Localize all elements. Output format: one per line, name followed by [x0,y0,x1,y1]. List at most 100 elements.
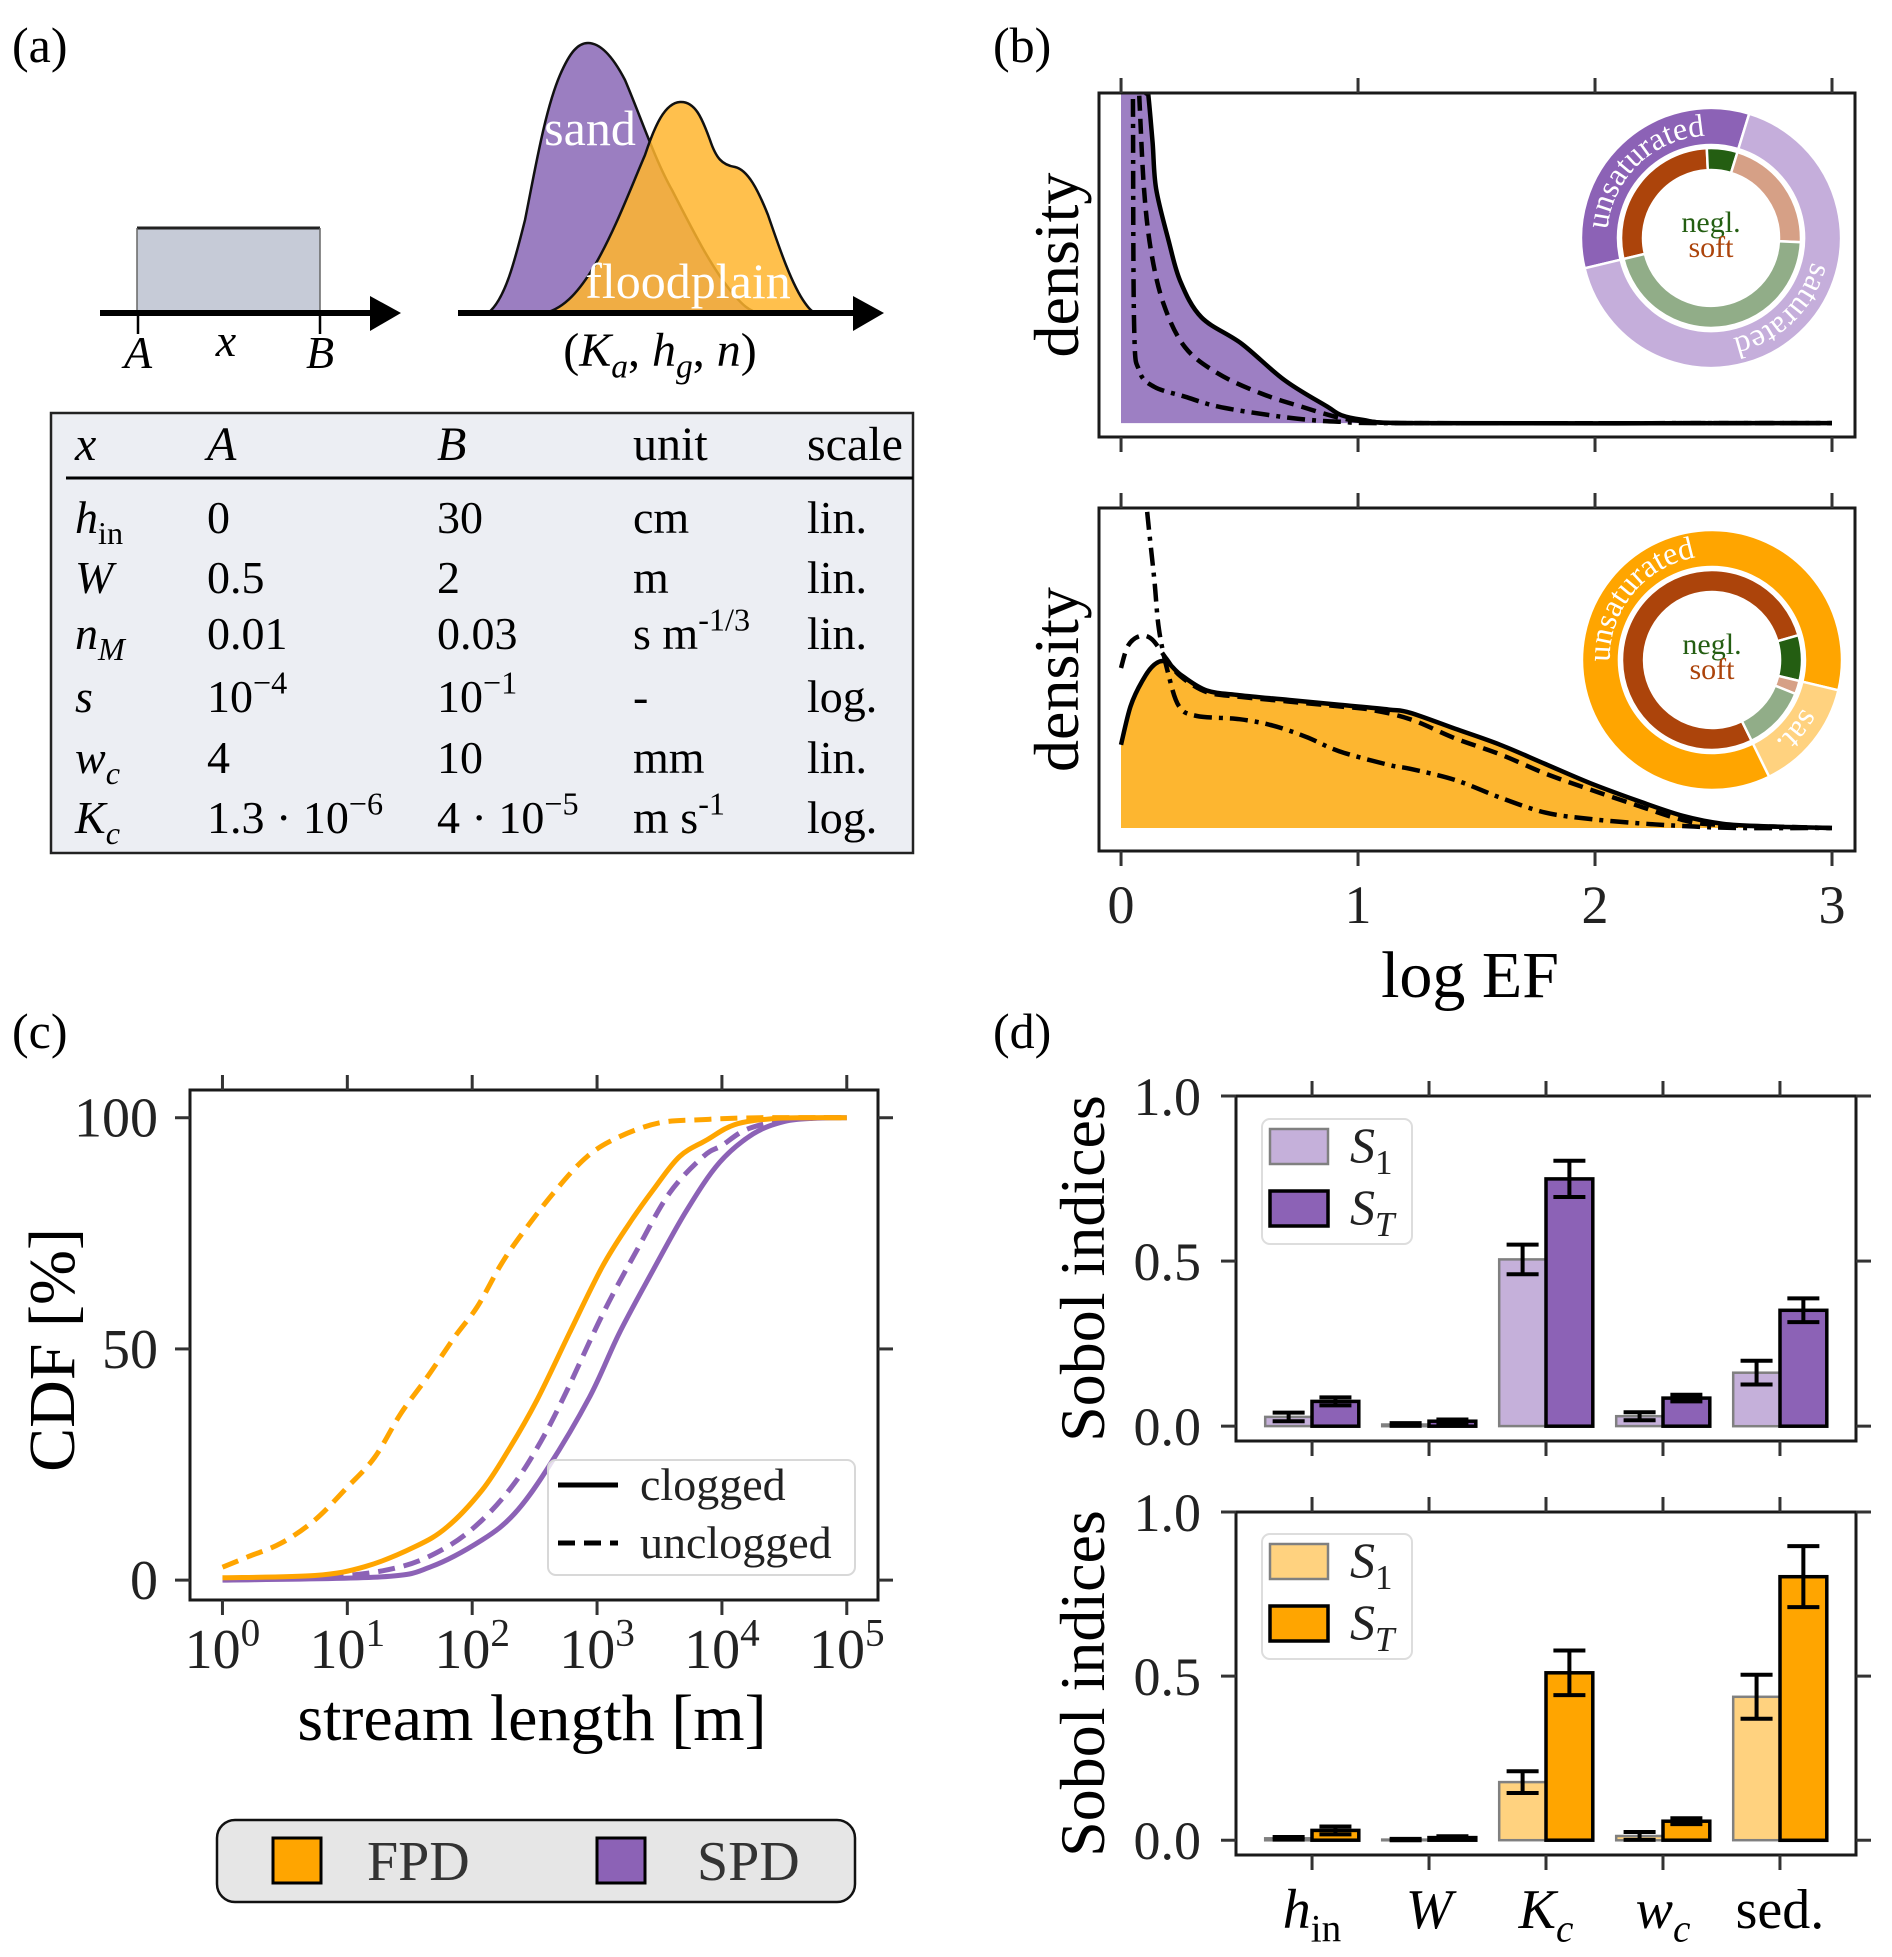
table-cell: hin [75,492,123,551]
donut-center-label: soft [1689,231,1735,264]
table-row: W 0.5 2 m lin. [75,552,867,603]
floodplain-distribution-shape [544,100,819,315]
panel-b: (b) density 0 1 2 3 density log EF unsaturate… [993,17,1857,1012]
distribution-axis-arrow-icon [853,296,884,331]
table-cell: nM [75,608,127,667]
y-tick-label: 0.5 [1134,1232,1202,1292]
figure-legend-label: FPD [367,1831,470,1893]
table-cell: lin. [807,552,867,603]
donut-inner-segment [1775,633,1804,683]
panel-label-b: (b) [993,17,1051,73]
bar-S1 [1497,1258,1548,1428]
error-bar-S1 [1272,1834,1305,1842]
x-tick-label-part: 10 [559,1619,615,1681]
category-label: wc [1636,1879,1691,1950]
cdf-line-spd-unclogged [222,1115,847,1582]
x-tick-label: 105 [809,1612,885,1681]
donut-inner-segment [1620,568,1801,752]
x-tick-label-part: 10 [185,1619,241,1681]
category-label: sed. [1736,1879,1825,1941]
table-row: Kc 1.3 · 10−6 4 · 10−5 m s-1 log. [74,786,877,851]
table-header-cell-part: A [204,418,237,471]
category-label: W [1406,1879,1457,1941]
table-cell-part: 2 [437,552,460,603]
donut-outer-segment [1580,528,1844,792]
figure-legend-swatch [271,1836,323,1885]
table-cell: cm [633,492,689,543]
table-cell-part: log. [807,671,877,722]
figure-legend-swatch [595,1836,647,1885]
error-bar-S1 [1623,1410,1656,1423]
x-tick-label-part: 10 [310,1619,366,1681]
bar-ST [1544,1177,1595,1428]
density-line-dash-dot [1130,93,1833,426]
table-cell: 30 [437,492,483,543]
table-row: s 10−4 10−1- log. [75,665,877,722]
table-header-cell-part: scale [807,418,903,471]
legend-entry-label: S1 [1350,1117,1393,1182]
error-bar-S1 [1740,1672,1773,1721]
table-cell: 0.5 [207,552,265,603]
donut-center-label: negl. [1682,628,1741,661]
x-tick-label: 0 [1108,875,1135,935]
table-header-cell: unit [633,418,708,471]
y-tick-label: 1.0 [1134,1483,1202,1543]
table-cell: Kc [74,792,120,851]
cdf-plot-area [221,1115,847,1583]
category-label: Kc [1518,1879,1574,1950]
density-plot-area [1118,508,1833,831]
y-axis-label: Sobol indices [1047,1095,1118,1442]
distribution-axis-label-text-part: K [578,324,614,377]
table-cell-part: −1 [483,665,517,701]
table-box [49,411,915,855]
category-label-part: c [1673,1907,1690,1950]
distribution-axis-label-text-part: ) [741,324,757,377]
x-axis-label: log EF [1381,939,1559,1012]
distribution-axis-label-text: (Ka, hg, n) [563,324,757,386]
cdf-line-fpd-clogged [222,1115,847,1581]
table-cell-part: -1 [698,786,725,822]
category-label-part: w [1636,1879,1673,1941]
donut-center-label: soft [1690,653,1736,686]
uniform-upper-bound-label-part: B [306,327,334,378]
x-tick-label: 1 [1345,875,1372,935]
error-bar-ST [1787,1544,1820,1610]
category-label-part: K [1518,1879,1559,1941]
legend-entry-label: ST [1350,1179,1397,1244]
legend-swatch [1268,1604,1330,1643]
donut-inner-segment [1740,683,1798,743]
x-tick-label: 102 [434,1612,510,1681]
legend-swatch [1268,1127,1330,1166]
table-cell: m s-1 [633,786,725,843]
distribution-axis-label-text-part: ( [563,324,579,377]
table-cell-part: n [75,608,98,659]
table-cell-part: lin. [807,732,867,783]
category-label-part: W [1406,1879,1457,1941]
legend-swatch [1268,1542,1330,1581]
table-cell: m [633,552,669,603]
y-tick-label: 100 [74,1088,158,1150]
donut-outer-segment [1583,112,1843,370]
table-cell-part: 4 · 10 [437,792,544,843]
x-tick-label: 2 [1582,875,1609,935]
table-cell-part: c [106,755,120,791]
donut-inner-segment [1621,239,1803,330]
y-axis-label: density [1021,173,1092,358]
cdf-line-spd-clogged [222,1115,847,1583]
error-bar-ST [1436,1417,1469,1425]
table-row: hin 0 30 cm lin. [75,492,867,551]
table-cell: 0.03 [437,608,518,659]
table-cell: 4 · 10−5 [437,786,579,843]
donut-center-label: negl. [1681,206,1740,239]
panel-label-c: (c) [12,1003,68,1059]
x-tick-label-part: 10 [684,1619,740,1681]
